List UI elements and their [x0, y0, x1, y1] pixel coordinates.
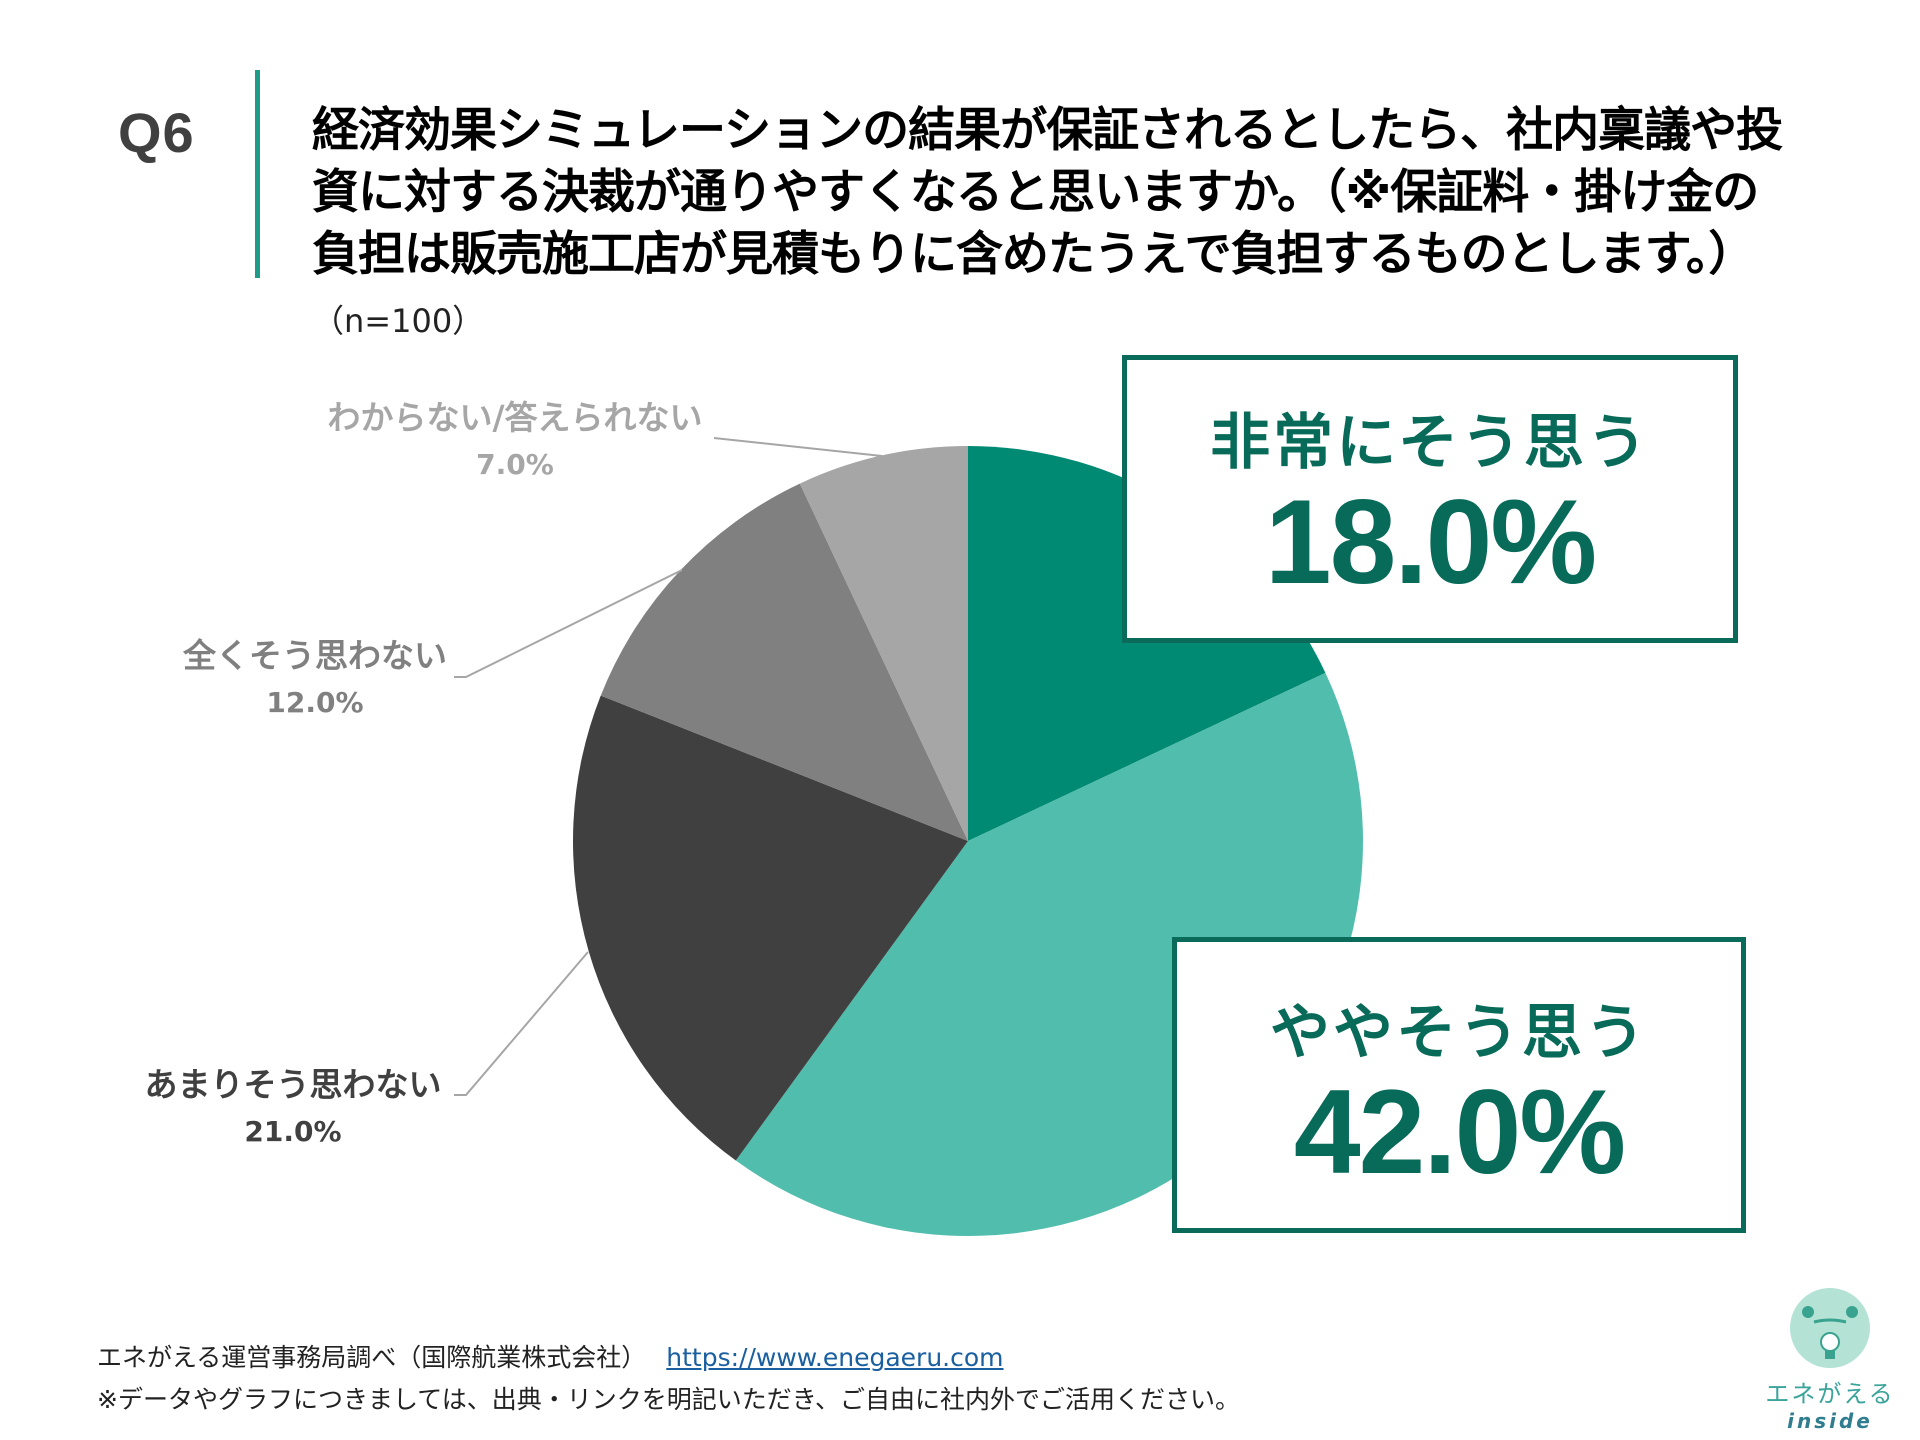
- label-disagree: あまりそう思わない 21.0%: [128, 1063, 458, 1157]
- callout-agree-label: ややそう思う: [1270, 998, 1648, 1068]
- pie-slice: [573, 695, 968, 1161]
- frog-bulb-icon: [1790, 1288, 1870, 1368]
- pie-slice: [600, 483, 968, 841]
- sample-size: （n=100）: [312, 302, 485, 340]
- source-text: エネがえる運営事務局調べ（国際航業株式会社）: [97, 1343, 647, 1372]
- title-line-3: 負担は販売施工店が見積もりに含めたうえで負担するものとします。）: [312, 227, 1755, 282]
- enegaeru-logo: エネがえる inside: [1750, 1282, 1910, 1433]
- label-unknown: わからない/答えられない 7.0%: [310, 396, 720, 490]
- logo-brand: エネがえる: [1765, 1380, 1895, 1408]
- leader-line-disagree: [454, 951, 589, 1096]
- callout-strongly-agree: 非常にそう思う 18.0%: [1122, 355, 1738, 643]
- question-title: 経済効果シミュレーションの結果が保証されるとしたら、社内稟議や投 資に対する決裁…: [312, 100, 1902, 286]
- label-strongly-disagree-value: 12.0%: [266, 686, 364, 719]
- pie-slice: [968, 446, 1326, 841]
- title-line-1: 経済効果シミュレーションの結果が保証されるとしたら、社内稟議や投: [312, 103, 1783, 158]
- callout-strongly-agree-label: 非常にそう思う: [1210, 408, 1650, 478]
- source-link[interactable]: https://www.enegaeru.com: [666, 1343, 1004, 1372]
- leader-lines: [454, 437, 883, 1096]
- leader-line-unknown: [713, 437, 883, 457]
- question-number: Q6: [118, 101, 195, 164]
- label-strongly-disagree-name: 全くそう思わない: [183, 636, 447, 675]
- label-strongly-disagree: 全くそう思わない 12.0%: [170, 634, 460, 728]
- accent-divider: [255, 70, 260, 278]
- title-line-2: 資に対する決裁が通りやすくなると思いますか。（※保証料・掛け金の: [312, 165, 1759, 220]
- callout-agree-value: 42.0%: [1293, 1065, 1626, 1199]
- leader-line-strongly-disagree: [454, 569, 683, 678]
- label-unknown-value: 7.0%: [476, 448, 554, 481]
- footer-source: エネがえる運営事務局調べ（国際航業株式会社） https://www.enegae…: [97, 1338, 1004, 1374]
- callout-strongly-agree-value: 18.0%: [1264, 475, 1597, 609]
- label-unknown-name: わからない/答えられない: [327, 398, 703, 437]
- footer-note: ※データやグラフにつきましては、出典・リンクを明記いただき、ご自由に社内外でご活…: [97, 1385, 1240, 1414]
- logo-sub: inside: [1787, 1409, 1873, 1433]
- pie-slice: [799, 446, 968, 841]
- label-disagree-name: あまりそう思わない: [144, 1065, 442, 1104]
- callout-agree: ややそう思う 42.0%: [1172, 937, 1746, 1233]
- label-disagree-value: 21.0%: [244, 1115, 342, 1148]
